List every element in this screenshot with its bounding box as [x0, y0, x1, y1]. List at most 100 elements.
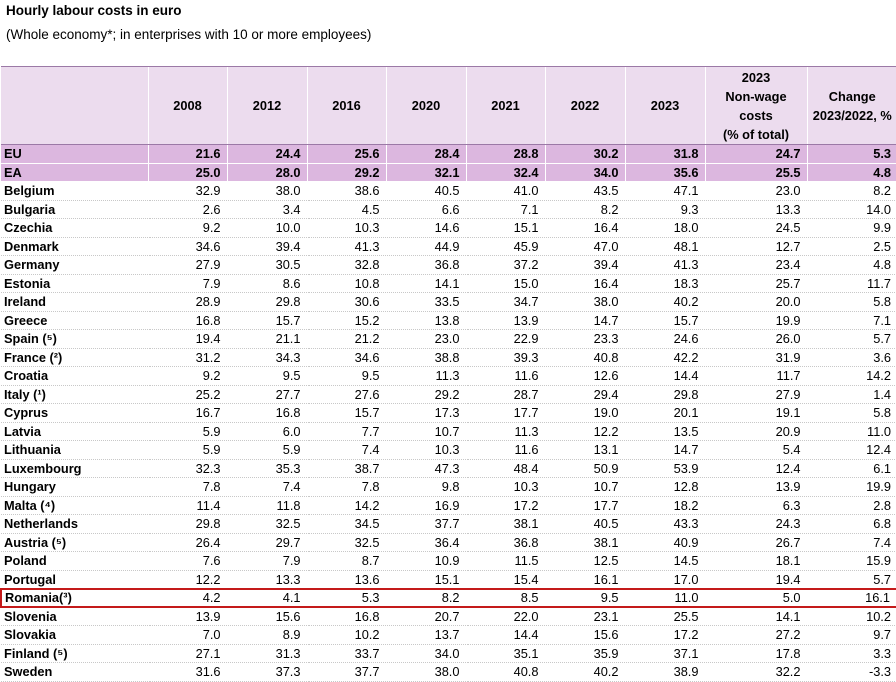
- table-cell: 12.2: [544, 422, 625, 441]
- table-cell: 2.8: [806, 496, 896, 515]
- table-cell: 5.8: [806, 292, 896, 312]
- highlighted-table-row: Romania(³) 4.2 4.1 5.3 8.2 8.5 9.5 11.0 5.0 16.1: [0, 587, 896, 608]
- table-cell: 29.7: [226, 533, 307, 552]
- table-cell: 39.4: [226, 237, 307, 256]
- table-cell: -3.3: [806, 662, 896, 682]
- table-cell: 36.8: [385, 255, 466, 275]
- table-row: Slovakia 7.0 8.9 10.2 13.7 14.4 15.6 17.2 27.2 9.…: [1, 625, 896, 645]
- column-header: 2016: [306, 66, 386, 145]
- table-cell: 22.9: [465, 329, 545, 349]
- table-cell: 20.9: [704, 422, 807, 441]
- table-cell: 40.2: [544, 662, 625, 682]
- table-cell: 11.4: [147, 496, 227, 515]
- table-row: Estonia 7.9 8.6 10.8 14.1 15.0 16.4 18.3 25.7 11.…: [1, 274, 896, 293]
- table-cell: 16.1: [806, 587, 896, 608]
- table-cell: 24.3: [704, 514, 807, 534]
- table-cell: 31.3: [226, 644, 307, 663]
- table-cell: 47.1: [624, 181, 705, 201]
- row-label: Bulgaria: [1, 200, 148, 219]
- table-cell: 40.5: [385, 181, 466, 201]
- table-cell: 38.7: [306, 459, 386, 478]
- table-cell: 38.8: [385, 348, 466, 367]
- table-cell: 5.7: [806, 329, 896, 349]
- table-cell: 38.0: [385, 662, 466, 682]
- table-cell: 21.1: [226, 329, 307, 349]
- table-cell: 45.9: [465, 237, 545, 256]
- table-row: Greece 16.8 15.7 15.2 13.8 13.9 14.7 15.7 19.9 7.…: [1, 311, 896, 330]
- table-cell: 32.2: [704, 662, 807, 682]
- table-cell: 24.4: [226, 144, 307, 164]
- table-cell: 8.2: [806, 181, 896, 201]
- row-label: EA: [1, 163, 148, 182]
- table-cell: 11.6: [465, 366, 545, 386]
- table-cell: 14.2: [306, 496, 386, 515]
- table-cell: 21.6: [147, 144, 227, 164]
- column-header: 2020: [385, 66, 466, 145]
- table-cell: 48.1: [624, 237, 705, 256]
- table-cell: 16.8: [226, 403, 307, 423]
- table-cell: 12.4: [806, 440, 896, 460]
- table-row: Finland (⁵) 27.1 31.3 33.7 34.0 35.1 35.9 37.1 1…: [1, 644, 896, 663]
- table-cell: 37.7: [306, 662, 386, 682]
- table-row: Germany 27.9 30.5 32.8 36.8 37.2 39.4 41.3 23.4 4…: [1, 255, 896, 275]
- table-cell: 2.6: [147, 200, 227, 219]
- table-cell: 53.9: [624, 459, 705, 478]
- table-cell: 6.0: [226, 422, 307, 441]
- row-label: Spain (⁵): [1, 329, 148, 349]
- table-cell: 34.3: [226, 348, 307, 367]
- table-cell: 7.9: [226, 551, 307, 571]
- table-cell: 11.7: [704, 366, 807, 386]
- table-cell: 5.8: [806, 403, 896, 423]
- table-cell: 10.7: [544, 477, 625, 497]
- table-cell: 7.4: [306, 440, 386, 460]
- table-cell: 5.7: [806, 570, 896, 589]
- table-body: EU 21.6 24.4 25.6 28.4 28.8 30.2 31.8 24.7 5.3 EA 2…: [0, 144, 896, 682]
- row-label: Romania(³): [0, 587, 148, 608]
- table-cell: 47.0: [544, 237, 625, 256]
- row-label: Poland: [1, 551, 148, 571]
- table-cell: 29.8: [226, 292, 307, 312]
- table-cell: 11.8: [226, 496, 307, 515]
- table-cell: 14.2: [806, 366, 896, 386]
- row-label: Greece: [1, 311, 148, 330]
- table-cell: 34.6: [306, 348, 386, 367]
- table-cell: 16.8: [306, 607, 386, 626]
- table-cell: 7.1: [806, 311, 896, 330]
- table-row: Czechia 9.2 10.0 10.3 14.6 15.1 16.4 18.0 24.5 9.…: [1, 218, 896, 238]
- table-cell: 5.3: [806, 144, 896, 164]
- aggregate-row: EU 21.6 24.4 25.6 28.4 28.8 30.2 31.8 24.7 5.3: [1, 144, 896, 164]
- table-row: Latvia 5.9 6.0 7.7 10.7 11.3 12.2 13.5 20.9 11.0: [1, 422, 896, 441]
- table-cell: 8.2: [544, 200, 625, 219]
- table-cell: 17.8: [704, 644, 807, 663]
- table-cell: 31.9: [704, 348, 807, 367]
- aggregate-row: EA 25.0 28.0 29.2 32.1 32.4 34.0 35.6 25.5 4.8: [1, 163, 896, 182]
- table-cell: 6.6: [385, 200, 466, 219]
- table-cell: 41.3: [306, 237, 386, 256]
- table-cell: 7.8: [306, 477, 386, 497]
- table-cell: 17.7: [544, 496, 625, 515]
- table-cell: 32.3: [147, 459, 227, 478]
- table-cell: 40.8: [544, 348, 625, 367]
- row-label: Germany: [1, 255, 148, 275]
- table-row: Croatia 9.2 9.5 9.5 11.3 11.6 12.6 14.4 11.7 14.2: [1, 366, 896, 386]
- table-cell: 14.5: [624, 551, 705, 571]
- table-cell: 32.1: [385, 163, 466, 182]
- table-cell: 3.3: [806, 644, 896, 663]
- table-cell: 16.4: [544, 218, 625, 238]
- table-cell: 18.1: [704, 551, 807, 571]
- table-row: Belgium 32.9 38.0 38.6 40.5 41.0 43.5 47.1 23.0 8…: [1, 181, 896, 201]
- row-label: Slovakia: [1, 625, 148, 645]
- table-cell: 13.3: [704, 200, 807, 219]
- table-cell: 30.2: [544, 144, 625, 164]
- table-cell: 27.9: [704, 385, 807, 404]
- table-row: Netherlands 29.8 32.5 34.5 37.7 38.1 40.5 43.3 2…: [1, 514, 896, 534]
- table-cell: 38.0: [226, 181, 307, 201]
- table-cell: 14.7: [624, 440, 705, 460]
- table-cell: 11.0: [624, 587, 705, 608]
- table-cell: 27.1: [147, 644, 227, 663]
- table-cell: 34.5: [306, 514, 386, 534]
- row-label: Portugal: [1, 570, 148, 589]
- table-cell: 9.5: [226, 366, 307, 386]
- table-row: Bulgaria 2.6 3.4 4.5 6.6 7.1 8.2 9.3 13.3 14.0: [1, 200, 896, 219]
- table-cell: 25.6: [306, 144, 386, 164]
